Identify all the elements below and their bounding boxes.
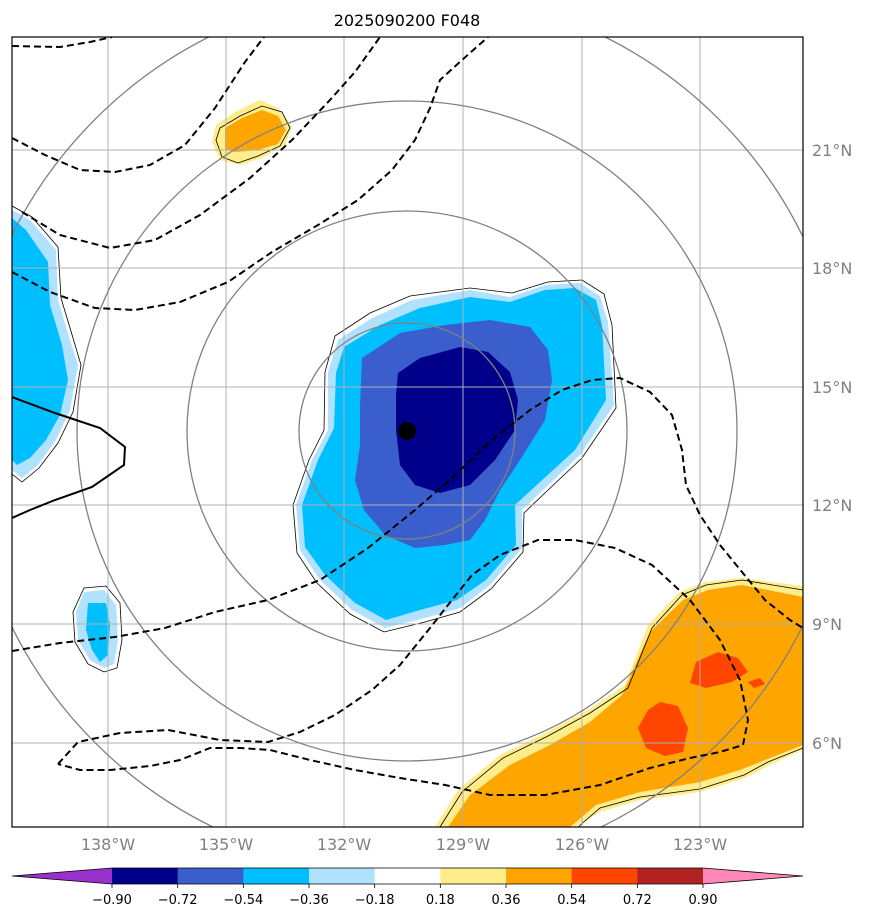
colorbar-extend-high <box>703 868 803 884</box>
lon-tick-label: 126°W <box>555 835 610 854</box>
range-ring <box>186 210 628 652</box>
chart-title: 2025090200 F048 <box>334 11 481 30</box>
lat-tick-label: 21°N <box>812 141 852 160</box>
dashed-contour <box>12 37 113 49</box>
colorbar: −0.90 −0.72 −0.54 −0.36 −0.18 0.18 0.36 0.54 0.7… <box>11 867 804 908</box>
storm-center-marker <box>398 422 416 440</box>
dashed-contours <box>12 37 803 796</box>
colorbar-segment <box>177 868 244 884</box>
colorbar-tick-label: 0.36 <box>492 893 521 908</box>
range-ring <box>76 100 738 762</box>
latitude-labels: 6°N 9°N 12°N 15°N 18°N 21°N <box>812 141 852 753</box>
colorbar-segment <box>440 868 507 884</box>
dashed-contour <box>12 37 265 174</box>
dashed-contour <box>57 539 750 796</box>
lat-tick-label: 9°N <box>812 615 842 634</box>
storm-field-navy-core <box>396 347 518 493</box>
colorbar-segment <box>112 868 179 884</box>
colorbar-segment <box>571 868 638 884</box>
colorbar-tick-label: −0.18 <box>355 893 395 908</box>
lat-tick-label: 18°N <box>812 259 852 278</box>
colorbar-tick-label: −0.72 <box>158 893 198 908</box>
lon-tick-label: 135°W <box>199 835 254 854</box>
colorbar-segment <box>506 868 573 884</box>
dashed-contour <box>21 37 381 250</box>
colorbar-segment <box>309 868 376 884</box>
se-field-red-orange-b <box>690 652 748 688</box>
se-field-orange <box>448 585 803 827</box>
lat-tick-label: 6°N <box>812 734 842 753</box>
range-ring <box>298 322 516 540</box>
colorbar-segment <box>243 868 310 884</box>
colorbar-tick-label: 0.90 <box>689 893 718 908</box>
storm-outline <box>292 279 617 633</box>
colorbar-tick-label: −0.36 <box>289 893 329 908</box>
island-outline <box>72 585 123 673</box>
dashed-contour <box>12 376 803 652</box>
lon-tick-label: 132°W <box>317 835 372 854</box>
colorbar-tick-label: 0.72 <box>623 893 652 908</box>
colorbar-tick-label: −0.90 <box>92 893 132 908</box>
colorbar-tick-label: −0.54 <box>223 893 263 908</box>
lon-tick-label: 129°W <box>436 835 491 854</box>
shaded-field-layer <box>12 100 803 827</box>
north-field-outline <box>215 105 291 164</box>
se-field-red-orange-c <box>748 678 765 688</box>
longitude-labels: 138°W 135°W 132°W 129°W 126°W 123°W <box>81 835 728 854</box>
map-frame <box>11 36 804 828</box>
graticule <box>12 37 803 827</box>
map-plot-area <box>12 37 803 827</box>
left-field-outline <box>12 205 82 483</box>
lat-tick-label: 12°N <box>812 496 852 515</box>
north-field-orange <box>225 110 286 152</box>
colorbar-extend-low <box>12 868 112 884</box>
colorbar-tick-label: 0.18 <box>426 893 455 908</box>
lat-tick-label: 15°N <box>812 378 852 397</box>
lon-tick-label: 123°W <box>673 835 728 854</box>
dashed-contour <box>12 37 489 312</box>
island-field-sky-blue <box>86 603 110 662</box>
colorbar-segment <box>374 868 441 884</box>
solid-contour <box>12 396 127 519</box>
colorbar-segment <box>637 868 704 884</box>
range-rings <box>12 37 803 827</box>
lon-tick-label: 138°W <box>81 835 136 854</box>
colorbar-tick-label: 0.54 <box>557 893 586 908</box>
